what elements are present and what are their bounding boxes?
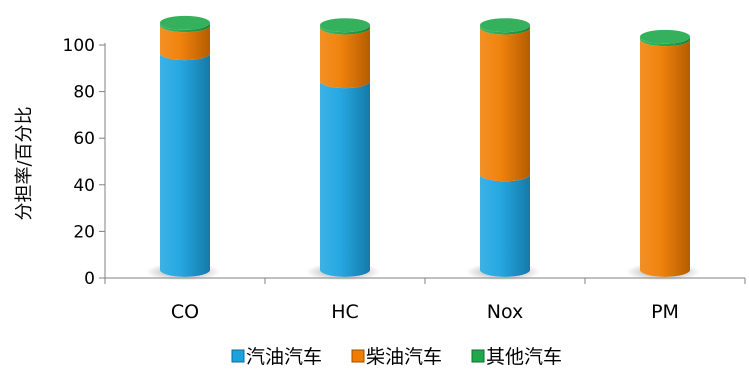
cylinder-PM [626,29,700,281]
bar-segment [640,39,690,277]
bars [146,15,700,281]
legend-swatch [471,349,485,363]
bar-segment [320,27,370,89]
y-tick-label: 100 [63,36,95,56]
cylinder-top-cap [320,18,370,33]
legend-swatch [351,349,365,363]
x-category-label: PM [651,301,679,323]
y-tick-label: 80 [73,83,95,103]
bar-segment [159,22,210,33]
cylinder-HC [306,18,380,281]
cylinder-Nox [466,18,540,281]
cylinder-CO [146,15,220,281]
legend: 汽油汽车 柴油汽车 其他汽车 [231,346,562,368]
bar-segment [479,25,530,35]
bar-segment [320,25,370,35]
y-tick-label: 0 [84,269,95,289]
y-tick-label: 20 [73,222,95,242]
y-tick-label: 60 [73,129,95,149]
bar-segment [640,36,690,47]
bar-segment [159,53,210,277]
bar-segment [479,27,530,182]
y-tick-label: 40 [73,176,95,196]
bar-segment [159,25,210,61]
y-axis-title: 分担率/百分比 [14,106,35,220]
x-category-label: Nox [487,301,524,323]
cylinder-top-cap [480,18,530,33]
legend-label: 汽油汽车 [246,346,322,368]
legend-item: 柴油汽车 [351,346,442,368]
legend-swatch [231,349,245,363]
legend-item: 汽油汽车 [231,346,322,368]
cylinder-top-cap [640,29,690,44]
axes: 0 20 40 60 80 100 CO HC Nox PM [63,36,746,323]
x-category-label: HC [331,301,359,323]
bar-segment [479,174,530,277]
bar-segment [320,81,370,277]
cylinder-top-cap [160,15,210,30]
legend-label: 柴油汽车 [366,346,442,368]
legend-item: 其他汽车 [471,346,562,368]
x-category-label: CO [171,301,199,323]
legend-label: 其他汽车 [486,346,562,368]
